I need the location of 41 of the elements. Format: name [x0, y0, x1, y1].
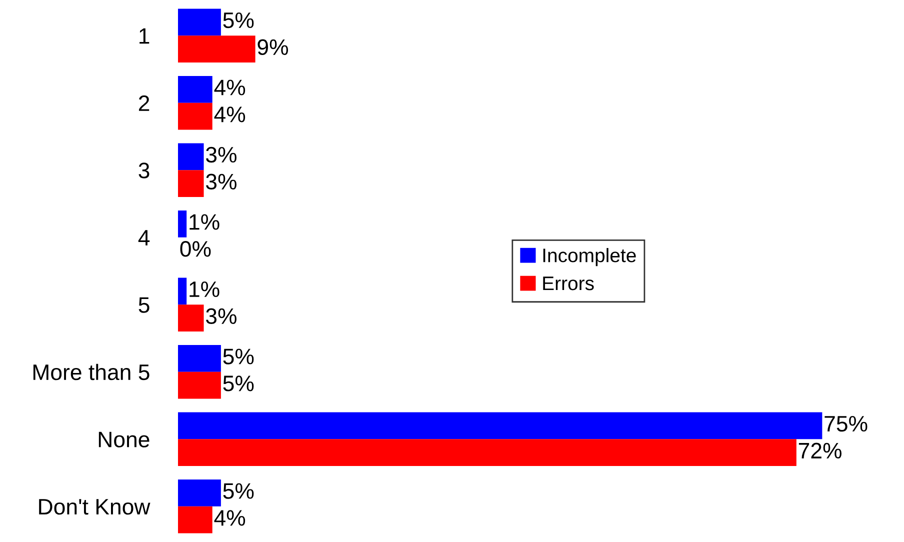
bar: [178, 102, 212, 130]
bar: [178, 8, 221, 36]
data-label: 9%: [258, 39, 288, 56]
y-tick-label: 5: [138, 297, 150, 313]
data-label: 1%: [190, 214, 220, 230]
data-label: 1%: [190, 282, 220, 298]
bar: [178, 439, 796, 466]
data-label: 75%: [824, 416, 868, 432]
bar: [178, 210, 187, 238]
data-label: 4%: [214, 106, 246, 122]
bar: [178, 36, 256, 63]
data-label: 5%: [223, 12, 254, 28]
bar: [178, 278, 187, 305]
data-label: 5%: [223, 348, 254, 364]
y-tick-label: Don't Know: [39, 499, 150, 515]
y-tick-label: 3: [138, 162, 150, 178]
y-tick-label: None: [98, 432, 150, 448]
bar: [178, 372, 221, 399]
bar: [178, 170, 204, 198]
y-tick-label: 1: [140, 28, 150, 44]
legend-label: Errors: [543, 276, 594, 290]
legend-label: Incomplete: [543, 248, 636, 266]
data-label: 3%: [206, 174, 236, 190]
bar: [178, 344, 221, 372]
y-tick-label: More than 5: [33, 364, 150, 380]
bar: [178, 304, 204, 332]
data-label: 3%: [206, 308, 236, 324]
bar: [178, 76, 212, 103]
bar: [178, 479, 221, 506]
bar: [178, 143, 204, 170]
data-label: 5%: [223, 376, 254, 392]
data-label: 5%: [223, 483, 254, 499]
data-label: 3%: [206, 146, 236, 163]
data-label: 4%: [214, 80, 246, 96]
y-tick-label: 2: [138, 95, 150, 111]
bar: [178, 412, 822, 440]
bar: [178, 506, 212, 534]
data-label: 0%: [180, 241, 211, 257]
data-label: 72%: [798, 442, 842, 458]
y-tick-label: 4: [138, 230, 150, 246]
data-label: 4%: [214, 510, 246, 526]
